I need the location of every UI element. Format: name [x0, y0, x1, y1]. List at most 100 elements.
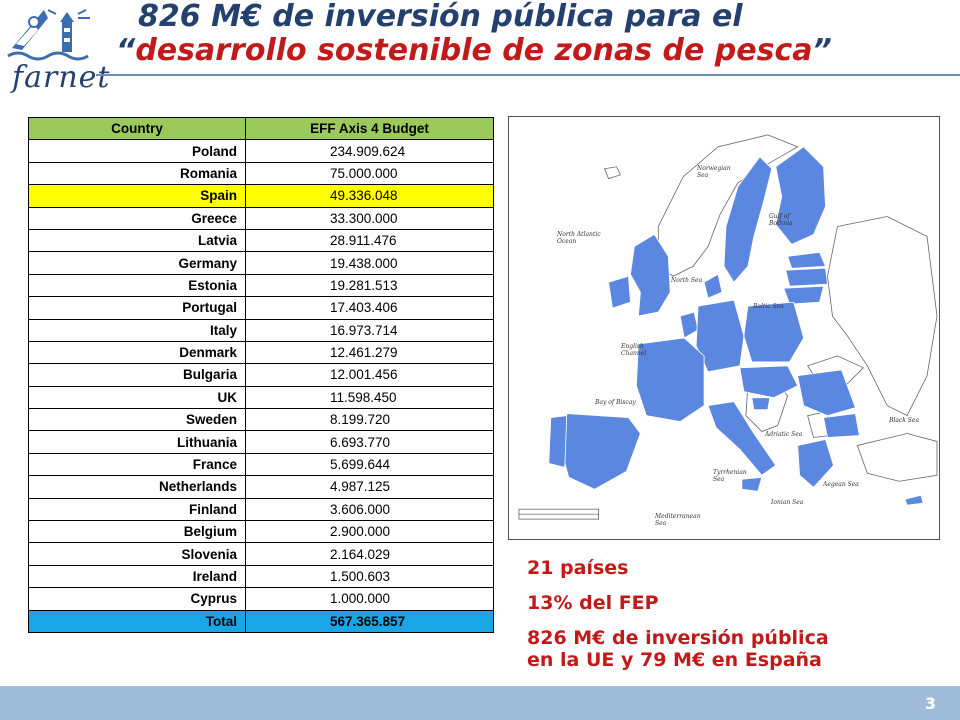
country-cell: Romania — [28, 161, 246, 186]
total-row: Total 567.365.857 — [28, 609, 494, 633]
note-investment: 826 M€ de inversión pública en la UE y 7… — [527, 627, 947, 671]
note-investment-line-2: en la UE y 79 M€ en España — [527, 649, 822, 671]
table-row: Finland 3.606.000 — [28, 497, 494, 522]
total-label: Total — [28, 609, 246, 633]
table-row: Lithuania 6.693.770 — [28, 430, 494, 454]
table-row: UK 11.598.450 — [28, 385, 494, 410]
budget-cell: 6.693.770 — [245, 430, 494, 454]
map-label-english-channel: English Channel — [621, 343, 647, 357]
budget-cell: 2.900.000 — [245, 520, 494, 544]
title-close-quote: ” — [812, 33, 832, 68]
country-cell: Greece — [28, 206, 246, 230]
table-row: Italy 16.973.714 — [28, 318, 494, 342]
country-cell: Estonia — [28, 273, 246, 298]
map-label-tyrrhenian-sea: Tyrrhenian Sea — [713, 469, 747, 483]
budget-cell: 2.164.029 — [245, 542, 494, 566]
footer-bar: 3 — [0, 686, 960, 720]
country-cell: Slovenia — [28, 542, 246, 566]
total-value: 567.365.857 — [245, 609, 494, 633]
table-body: Poland 234.909.624 Romania 75.000.000 Spain 4… — [28, 139, 494, 633]
budget-cell: 19.281.513 — [245, 273, 494, 298]
country-cell: France — [28, 452, 246, 477]
country-cell: Italy — [28, 318, 246, 342]
europe-map: Norwegian Sea North Atlantic Ocean Gulf of… — [508, 116, 940, 540]
farnet-logo: farnet — [4, 4, 109, 96]
country-cell: Portugal — [28, 296, 246, 320]
table-row: Latvia 28.911.476 — [28, 228, 494, 253]
table-row: Portugal 17.403.406 — [28, 296, 494, 320]
budget-cell: 1.500.603 — [245, 564, 494, 589]
country-cell: Belgium — [28, 520, 246, 544]
table-row: Germany 19.438.000 — [28, 251, 494, 275]
slide-title: 826 M€ de inversión pública para el “des… — [108, 0, 928, 68]
map-label-aegean-sea: Aegean Sea — [823, 481, 859, 488]
map-scale-bar — [518, 508, 599, 520]
map-label-ionian-sea: Ionian Sea — [771, 499, 804, 506]
budget-cell: 17.403.406 — [245, 296, 494, 320]
country-cell: Cyprus — [28, 587, 246, 611]
map-label-bay-biscay: Bay of Biscay — [595, 399, 636, 406]
country-cell: Ireland — [28, 564, 246, 589]
budget-cell: 49.336.048 — [245, 184, 494, 208]
page-number: 3 — [924, 694, 936, 713]
title-open-quote: “ — [116, 33, 136, 68]
country-cell: Latvia — [28, 228, 246, 253]
budget-cell: 16.973.714 — [245, 318, 494, 342]
table-header-row: Country EFF Axis 4 Budget — [28, 116, 494, 141]
country-cell: Bulgaria — [28, 363, 246, 387]
table-row: Slovenia 2.164.029 — [28, 542, 494, 566]
summary-notes: 21 países 13% del FEP 826 M€ de inversió… — [527, 557, 947, 684]
country-cell: Sweden — [28, 408, 246, 432]
table-row: Belgium 2.900.000 — [28, 520, 494, 544]
country-cell: UK — [28, 385, 246, 410]
table-row: Estonia 19.281.513 — [28, 273, 494, 298]
budget-cell: 12.461.279 — [245, 340, 494, 365]
table-row: Poland 234.909.624 — [28, 139, 494, 163]
country-cell: Germany — [28, 251, 246, 275]
budget-cell: 1.000.000 — [245, 587, 494, 611]
map-label-baltic-sea: Baltic Sea — [753, 303, 784, 310]
budget-cell: 8.199.720 — [245, 408, 494, 432]
budget-cell: 19.438.000 — [245, 251, 494, 275]
budget-cell: 11.598.450 — [245, 385, 494, 410]
member-states — [548, 146, 924, 506]
title-highlight: desarrollo sostenible de zonas de pesca — [135, 33, 813, 68]
country-cell: Denmark — [28, 340, 246, 365]
map-label-gulf-bothnia: Gulf of Bothnia — [769, 213, 793, 227]
country-cell: Poland — [28, 139, 246, 163]
farnet-logo-text: farnet — [12, 60, 111, 95]
country-cell: Netherlands — [28, 475, 246, 499]
title-line-2: “desarrollo sostenible de zonas de pesca… — [108, 34, 928, 68]
table-row: Greece 33.300.000 — [28, 206, 494, 230]
table-row: Netherlands 4.987.125 — [28, 475, 494, 499]
note-investment-line-1: 826 M€ de inversión pública — [527, 627, 829, 649]
europe-map-svg — [509, 117, 939, 539]
budget-cell: 28.911.476 — [245, 228, 494, 253]
note-percent: 13% del FEP — [527, 592, 659, 614]
budget-cell: 33.300.000 — [245, 206, 494, 230]
map-label-black-sea: Black Sea — [889, 417, 920, 424]
budget-cell: 4.987.125 — [245, 475, 494, 499]
map-label-adriatic-sea: Adriatic Sea — [765, 431, 803, 438]
title-divider — [96, 74, 960, 76]
budget-cell: 75.000.000 — [245, 161, 494, 186]
note-countries: 21 países — [527, 557, 629, 579]
table-row: Bulgaria 12.001.456 — [28, 363, 494, 387]
budget-cell: 3.606.000 — [245, 497, 494, 522]
map-label-north-sea: North Sea — [671, 277, 703, 284]
budget-cell: 5.699.644 — [245, 452, 494, 477]
title-line-1: 826 M€ de inversión pública para el — [138, 0, 743, 34]
header-country: Country — [28, 116, 246, 141]
table-row: Sweden 8.199.720 — [28, 408, 494, 432]
map-label-norwegian-sea: Norwegian Sea — [697, 165, 731, 179]
map-label-mediterranean-sea: Mediterranean Sea — [655, 513, 701, 527]
header-budget: EFF Axis 4 Budget — [245, 116, 494, 141]
budget-table: Country EFF Axis 4 Budget Poland 234.909.… — [28, 116, 494, 633]
country-cell: Spain — [28, 184, 246, 208]
table-row: Cyprus 1.000.000 — [28, 587, 494, 611]
table-row: Denmark 12.461.279 — [28, 340, 494, 365]
budget-cell: 234.909.624 — [245, 139, 494, 163]
table-row: Ireland 1.500.603 — [28, 564, 494, 589]
farnet-logo-mark — [7, 9, 90, 61]
map-label-north-atlantic: North Atlantic Ocean — [557, 231, 601, 245]
